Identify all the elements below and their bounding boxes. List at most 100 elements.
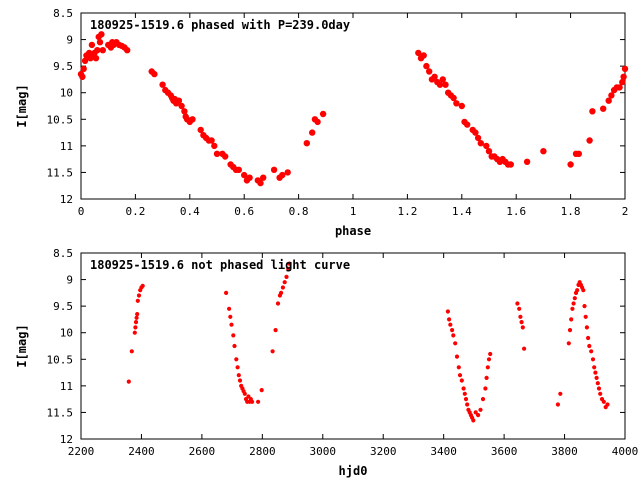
data-point (619, 78, 626, 86)
y-axis-label: I[mag] (15, 84, 29, 127)
data-point (485, 147, 493, 155)
data-point (270, 166, 278, 173)
y-tick-label: 10 (60, 87, 73, 100)
data-point (476, 413, 481, 418)
axis-ticks: 2200 2400 2600 2800 3000 3200 3400 3600 3800 4000… (47, 247, 639, 458)
data-point (123, 47, 131, 54)
x-tick-label: 3000 (310, 445, 337, 458)
data-point (480, 397, 486, 402)
data-point (256, 399, 261, 404)
data-point (595, 381, 600, 386)
data-point (598, 391, 603, 396)
data-point (221, 153, 229, 160)
data-points (77, 31, 629, 187)
data-point (555, 402, 561, 407)
data-point (273, 328, 278, 333)
data-point (515, 301, 520, 306)
data-point (159, 81, 166, 88)
data-point (96, 39, 104, 46)
data-point (211, 142, 218, 150)
data-point (279, 171, 286, 179)
data-point (237, 378, 243, 383)
data-point (558, 391, 563, 396)
data-point (594, 375, 599, 381)
chart-title: 180925-1519.6 phased with P=239.0day (90, 18, 350, 32)
y-tick-label: 8.5 (53, 247, 73, 260)
data-point (453, 100, 460, 107)
data-point (259, 388, 264, 393)
y-tick-label: 11 (60, 380, 73, 393)
data-point (450, 328, 455, 333)
data-point (309, 129, 316, 136)
data-point (589, 349, 594, 354)
data-point (600, 105, 607, 112)
data-point (98, 31, 105, 38)
phased-light-curve-panel: 0 0.2 0.4 0.6 0.8 1 1.2 1.4 1.6 1.8 2 8.5 9 9.5 10 10.5… (15, 7, 628, 238)
data-point (586, 137, 593, 144)
data-point (464, 121, 471, 128)
data-point (458, 102, 465, 110)
data-point (88, 41, 96, 49)
data-point (257, 179, 264, 187)
data-point (585, 335, 591, 341)
data-point (567, 328, 573, 333)
data-point (589, 108, 596, 115)
data-point (523, 158, 531, 165)
y-tick-label: 10 (60, 327, 73, 340)
data-point (608, 92, 615, 99)
data-point (235, 166, 242, 173)
x-tick-label: 0.2 (125, 205, 145, 218)
data-point (540, 147, 547, 155)
data-point (454, 354, 460, 359)
data-point (461, 386, 466, 391)
data-point (286, 266, 291, 272)
data-point (453, 341, 458, 346)
data-point (236, 373, 241, 378)
data-point (517, 306, 522, 311)
data-point (260, 174, 267, 181)
data-point (519, 320, 524, 325)
x-tick-label: 4000 (612, 445, 639, 458)
data-point (213, 150, 221, 157)
data-point (303, 139, 310, 147)
data-point (583, 314, 588, 319)
data-point (518, 314, 523, 319)
data-point (229, 322, 234, 327)
data-point (79, 73, 86, 81)
x-tick-label: 0.6 (234, 205, 254, 218)
data-point (208, 137, 215, 144)
data-point (436, 81, 444, 88)
data-point (451, 333, 456, 338)
x-axis-label: hjd0 (339, 464, 368, 478)
data-point (275, 301, 281, 306)
x-tick-label: 3400 (430, 445, 457, 458)
data-point (566, 341, 571, 346)
x-tick-label: 1.4 (452, 205, 472, 218)
y-axis-label: I[mag] (15, 324, 29, 367)
y-tick-label: 9.5 (53, 60, 73, 73)
data-point (569, 317, 574, 322)
y-tick-label: 12 (60, 193, 73, 206)
x-tick-label: 1 (350, 205, 357, 218)
data-point (575, 150, 583, 157)
data-point (507, 161, 514, 168)
data-point (420, 52, 427, 59)
data-point (314, 118, 321, 126)
data-point (474, 134, 482, 142)
data-point (415, 49, 422, 57)
data-point (584, 325, 590, 330)
data-point (596, 386, 602, 391)
x-tick-label: 1.6 (506, 205, 526, 218)
data-point (151, 70, 158, 78)
data-point (457, 373, 463, 378)
data-point (135, 312, 140, 317)
x-tick-label: 2800 (249, 445, 276, 458)
y-tick-label: 11.5 (47, 166, 74, 179)
data-point (282, 280, 287, 285)
data-point (270, 349, 275, 354)
x-tick-label: 0.8 (289, 205, 309, 218)
data-point (135, 298, 140, 303)
data-point (92, 55, 100, 62)
data-point (582, 304, 587, 309)
